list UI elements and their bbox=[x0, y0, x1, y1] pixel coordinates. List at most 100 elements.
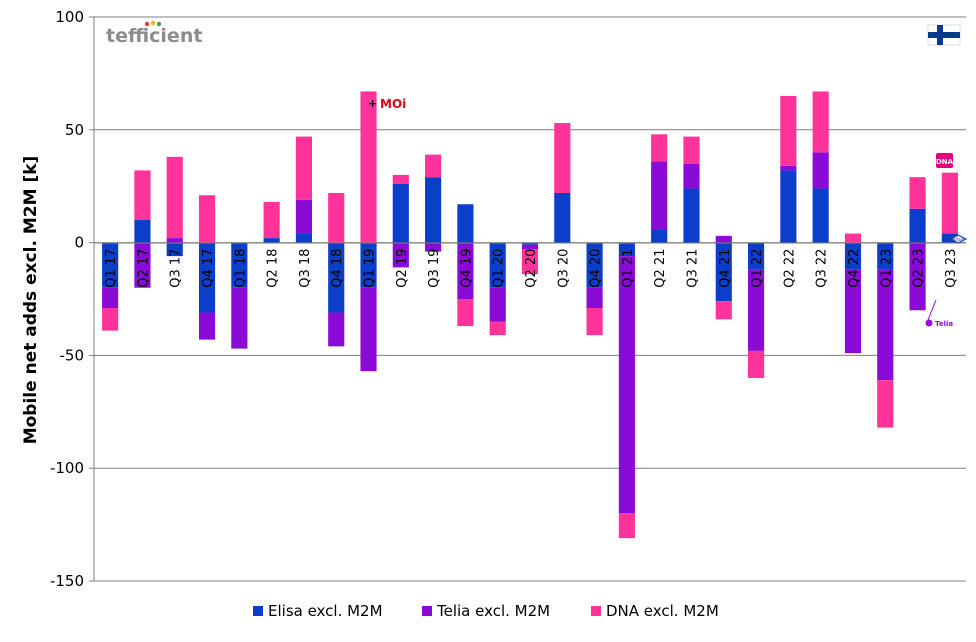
legend-label-telia: Telia excl. M2M bbox=[436, 602, 550, 620]
bar-segment bbox=[198, 312, 216, 340]
x-category-label: Q4 17 bbox=[201, 249, 216, 288]
x-category-label: Q2 22 bbox=[782, 249, 797, 288]
bar-segment bbox=[392, 183, 409, 243]
bar-segment bbox=[134, 220, 151, 243]
bar-segment bbox=[586, 287, 603, 309]
bar-segment bbox=[877, 269, 894, 381]
x-category-label: Q2 23 bbox=[912, 249, 927, 288]
bar-segment bbox=[360, 91, 377, 243]
x-category-label: Q3 21 bbox=[685, 249, 700, 288]
legend-label-elisa: Elisa excl. M2M bbox=[268, 602, 383, 620]
svg-text:+: + bbox=[368, 97, 377, 110]
bar-segment bbox=[134, 170, 151, 221]
bar-segment bbox=[941, 233, 958, 243]
bar-segment bbox=[748, 242, 765, 270]
x-category-label: Q4 18 bbox=[330, 249, 345, 288]
bar-segment bbox=[554, 192, 571, 243]
bar-segment bbox=[102, 287, 119, 309]
x-category-label: Q3 17 bbox=[169, 249, 184, 288]
logo-dot-red bbox=[144, 21, 150, 27]
y-tick-label: 0 bbox=[74, 234, 84, 252]
bar-segment bbox=[683, 188, 700, 243]
x-category-label: Q4 21 bbox=[718, 249, 733, 288]
svg-text:DNA: DNA bbox=[936, 158, 954, 166]
x-category-label: Q4 22 bbox=[847, 249, 862, 288]
y-tick-label: -150 bbox=[50, 572, 84, 590]
bar-segment bbox=[102, 308, 119, 331]
bar-segment bbox=[295, 199, 312, 234]
y-axis-label: Mobile net adds excl. M2M [k] bbox=[21, 156, 41, 445]
y-tick-label: 100 bbox=[55, 8, 84, 26]
bar-segment bbox=[231, 242, 248, 288]
bar-segment bbox=[134, 242, 151, 288]
bar-segment bbox=[812, 91, 829, 153]
x-category-label: Q3 19 bbox=[427, 249, 442, 288]
bar-segment bbox=[618, 513, 635, 539]
bar-segment bbox=[263, 238, 280, 243]
bar-segment bbox=[780, 95, 797, 166]
x-category-label: Q2 17 bbox=[136, 249, 151, 288]
bar-segment bbox=[457, 242, 474, 299]
legend: Elisa excl. M2M Telia excl. M2M DNA excl… bbox=[253, 602, 719, 620]
bar-segment bbox=[231, 287, 248, 349]
x-category-labels: Q1 17 Q2 17 Q3 17 Q4 17 Q1 18 Q2 18 Q3 18 Q4 18… bbox=[104, 249, 959, 288]
x-category-label: Q1 17 bbox=[104, 249, 119, 288]
bar-segment bbox=[521, 244, 539, 250]
bar-segment bbox=[586, 308, 603, 336]
x-category-label: Q4 20 bbox=[589, 249, 604, 288]
bars-layer bbox=[102, 91, 958, 539]
x-category-label: Q1 23 bbox=[879, 249, 894, 288]
bar-segment bbox=[780, 165, 797, 171]
y-tick-label: -100 bbox=[50, 459, 84, 477]
moi-logo: + MOi bbox=[368, 97, 406, 111]
bar-segment bbox=[748, 269, 765, 351]
svg-text:elisa: elisa bbox=[952, 237, 964, 243]
bar-segment bbox=[715, 235, 732, 243]
legend-swatch-elisa bbox=[253, 606, 263, 616]
bar-segment bbox=[748, 350, 765, 378]
bar-segment bbox=[392, 174, 409, 184]
gridlines bbox=[94, 16, 966, 582]
bar-segment bbox=[877, 380, 894, 428]
bar-segment bbox=[909, 242, 926, 311]
x-category-label: Q3 20 bbox=[556, 249, 571, 288]
bar-segment bbox=[554, 123, 571, 193]
bar-segment bbox=[392, 242, 409, 268]
bar-segment bbox=[328, 312, 345, 347]
bar-segment bbox=[780, 170, 797, 243]
logo-dot-yellow bbox=[150, 20, 156, 26]
svg-text:MOi: MOi bbox=[380, 97, 406, 111]
bar-segment bbox=[715, 242, 732, 302]
y-ticks: -150 -100 -50 0 50 100 bbox=[50, 8, 94, 590]
bar-segment bbox=[457, 204, 474, 243]
bar-segment bbox=[909, 208, 926, 243]
bar-segment bbox=[328, 192, 345, 243]
bar-segment bbox=[102, 242, 119, 288]
x-category-label: Q4 19 bbox=[459, 249, 474, 288]
x-category-label: Q1 22 bbox=[750, 249, 765, 288]
x-category-label: Q1 20 bbox=[492, 249, 507, 288]
bar-segment bbox=[263, 201, 280, 239]
bar-segment bbox=[521, 242, 539, 245]
bar-segment bbox=[651, 229, 668, 243]
tefficient-logo-text: tefficient bbox=[106, 25, 202, 47]
y-tick-label: -50 bbox=[60, 346, 85, 364]
tefficient-logo: tefficient bbox=[106, 20, 202, 47]
bar-segment bbox=[360, 287, 377, 372]
legend-swatch-telia bbox=[422, 606, 432, 616]
bar-segment bbox=[166, 238, 183, 243]
bar-segment bbox=[198, 242, 216, 313]
x-category-label: Q2 21 bbox=[653, 249, 668, 288]
y-tick-label: 50 bbox=[65, 121, 84, 139]
x-category-label: Q1 21 bbox=[621, 249, 636, 288]
x-category-label: Q1 18 bbox=[233, 249, 248, 288]
bar-segment bbox=[425, 177, 442, 243]
x-category-label: Q3 22 bbox=[815, 249, 830, 288]
bar-segment bbox=[683, 163, 700, 189]
x-category-label: Q3 23 bbox=[944, 249, 959, 288]
bar-segment bbox=[295, 233, 312, 243]
bar-segment bbox=[812, 152, 829, 189]
bar-segment bbox=[877, 242, 894, 270]
